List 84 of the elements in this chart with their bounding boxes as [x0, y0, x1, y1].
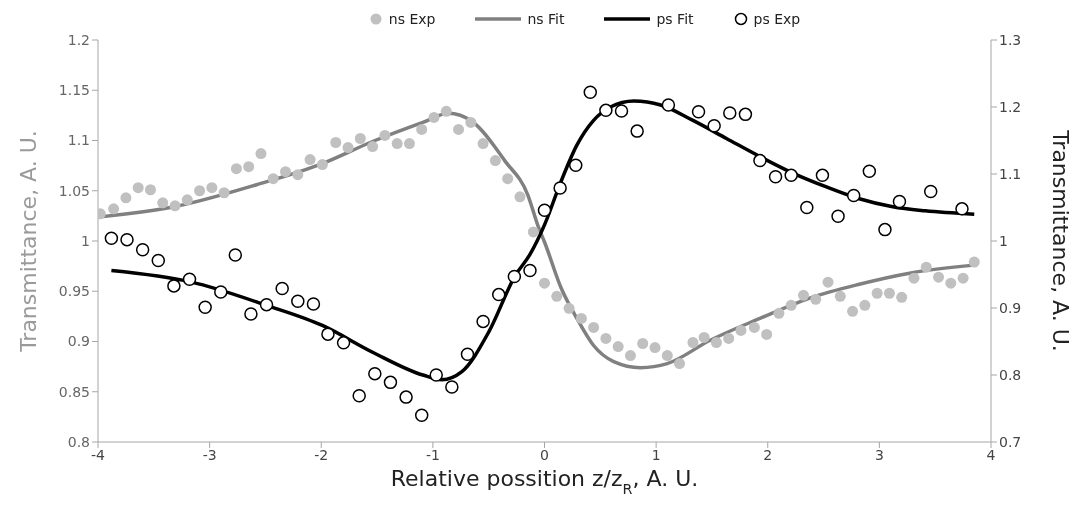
- x-tick-label: 1: [651, 446, 661, 463]
- point: [214, 285, 228, 299]
- point: [445, 380, 459, 394]
- point: [321, 327, 335, 341]
- point: [707, 119, 721, 133]
- point: [723, 106, 737, 120]
- point: [815, 168, 830, 183]
- point: [491, 287, 506, 302]
- point: [831, 209, 845, 223]
- legend-label: ns Fit: [527, 11, 565, 27]
- point: [151, 253, 166, 268]
- point: [167, 279, 181, 293]
- point: [476, 314, 490, 329]
- point: [352, 389, 366, 403]
- point: [630, 124, 644, 138]
- legend-label: ps Exp: [753, 11, 801, 27]
- point: [104, 231, 119, 246]
- y-tick-label: 0.85: [58, 383, 90, 400]
- point: [553, 181, 567, 195]
- y2-tick-label: 1: [999, 232, 1008, 249]
- point: [198, 300, 212, 315]
- point: [738, 107, 753, 122]
- point: [228, 248, 243, 262]
- y2-tick-label: 0.8: [999, 366, 1022, 383]
- y-axis-title: Transmittance, A. U.: [16, 130, 41, 353]
- y2-axis-title: Transmittance, A. U.: [1048, 129, 1073, 352]
- point: [368, 366, 382, 381]
- point: [614, 104, 629, 118]
- point: [275, 281, 289, 296]
- y2-tick-label: 1.3: [999, 31, 1022, 48]
- point: [399, 390, 413, 404]
- x-axis-title: Relative possition z/z$_{R}$, A. U.: [390, 466, 699, 497]
- x-tick-label: -2: [314, 446, 329, 463]
- x-tick-label: 2: [763, 446, 773, 463]
- point: [753, 153, 767, 168]
- x-tick-label: -4: [91, 446, 106, 463]
- y2-tick-label: 0.9: [999, 299, 1022, 316]
- point: [244, 307, 258, 321]
- x-tick-label: -1: [425, 446, 440, 463]
- point: [661, 98, 676, 112]
- point: [537, 203, 552, 217]
- y-tick-label: 1.05: [58, 182, 90, 199]
- point: [878, 222, 892, 237]
- point: [892, 194, 907, 209]
- point: [768, 169, 783, 184]
- y2-tick-label: 1.2: [999, 98, 1022, 115]
- point: [846, 188, 861, 203]
- point: [429, 368, 443, 382]
- point: [291, 294, 305, 309]
- point: [583, 85, 598, 100]
- point: [691, 104, 706, 119]
- point: [414, 408, 429, 422]
- y-tick-label: 0.8: [67, 433, 90, 450]
- x-tick-label: -3: [202, 446, 217, 463]
- legend-label: ps Fit: [656, 11, 694, 27]
- point: [135, 242, 150, 257]
- y-tick-label: 1.2: [67, 31, 90, 48]
- point: [923, 184, 938, 199]
- point: [800, 200, 814, 215]
- y-tick-label: 0.95: [58, 283, 90, 300]
- legend-label: ns Exp: [388, 11, 436, 27]
- x-tick-label: 4: [986, 446, 996, 463]
- x-tick-label: 3: [874, 446, 884, 463]
- point: [460, 347, 475, 361]
- y-tick-label: 1: [81, 232, 90, 249]
- y-tick-label: 0.9: [67, 333, 90, 350]
- point: [523, 263, 537, 278]
- point: [182, 272, 197, 286]
- y2-tick-label: 0.7: [999, 433, 1022, 450]
- x-tick-label: 0: [540, 446, 549, 463]
- point: [336, 336, 351, 350]
- y-tick-label: 1.15: [58, 82, 90, 99]
- point: [955, 202, 969, 216]
- point: [306, 297, 321, 311]
- point: [120, 232, 134, 247]
- y-tick-label: 1.1: [67, 132, 90, 149]
- y2-tick-label: 1.1: [999, 165, 1022, 182]
- point: [383, 375, 398, 390]
- point: [569, 158, 583, 173]
- point: [862, 164, 877, 179]
- point: [784, 168, 798, 183]
- point: [507, 269, 522, 284]
- point: [259, 297, 274, 312]
- point: [599, 103, 613, 118]
